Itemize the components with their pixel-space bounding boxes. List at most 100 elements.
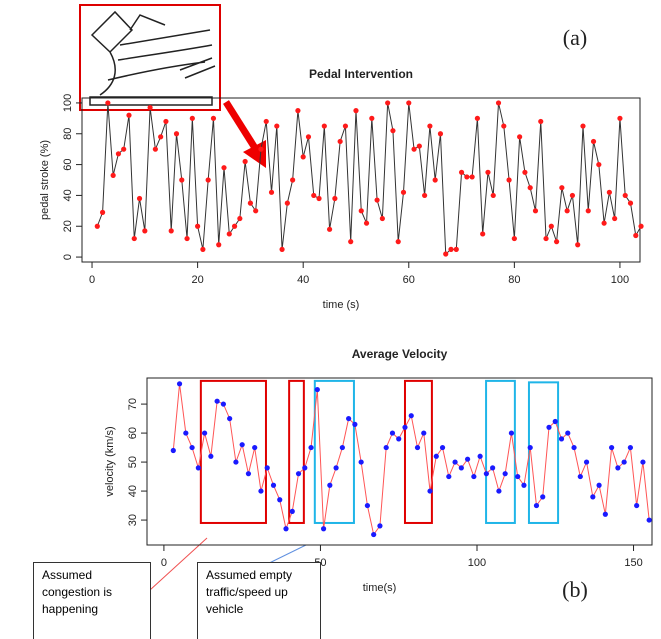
data-point xyxy=(389,430,396,436)
data-point xyxy=(433,453,439,459)
y-tick-label: 40 xyxy=(62,189,74,201)
data-point xyxy=(326,226,333,232)
data-point xyxy=(540,494,546,500)
data-point xyxy=(253,208,259,214)
data-point xyxy=(183,430,189,436)
data-point xyxy=(94,223,100,229)
data-point xyxy=(558,436,565,442)
highlight-region xyxy=(313,379,355,524)
highlight-region xyxy=(527,381,560,524)
y-tick-label: 20 xyxy=(62,220,74,232)
data-point xyxy=(527,185,533,191)
data-point xyxy=(105,100,111,106)
data-point xyxy=(617,115,623,121)
data-point xyxy=(385,100,391,106)
data-point xyxy=(506,177,512,183)
data-point xyxy=(601,220,607,226)
data-point xyxy=(590,494,596,500)
chart-title: Average Velocity xyxy=(352,347,448,361)
data-point xyxy=(210,115,217,121)
data-point xyxy=(437,131,444,137)
chart-title: Pedal Intervention xyxy=(309,67,413,81)
data-point xyxy=(258,146,264,152)
data-point xyxy=(170,447,176,454)
data-point xyxy=(602,511,608,517)
data-point xyxy=(358,459,364,465)
data-point xyxy=(121,146,127,152)
data-point xyxy=(543,235,549,242)
data-point xyxy=(290,177,296,183)
data-point xyxy=(596,482,602,488)
data-point xyxy=(458,465,464,471)
data-point xyxy=(515,473,521,480)
data-point xyxy=(208,453,214,459)
data-point xyxy=(252,444,258,451)
data-point xyxy=(553,239,560,245)
data-point xyxy=(627,200,634,206)
data-point xyxy=(464,456,471,462)
data-point xyxy=(268,189,275,195)
data-point xyxy=(189,444,195,451)
x-axis-label: time (s) xyxy=(323,299,360,311)
y-tick-label: 100 xyxy=(62,94,74,112)
data-point xyxy=(552,418,558,425)
data-point xyxy=(496,488,502,494)
data-point xyxy=(464,174,470,180)
data-point xyxy=(332,195,338,202)
data-point xyxy=(439,444,446,451)
data-point xyxy=(233,459,239,465)
data-point xyxy=(195,223,201,229)
data-point xyxy=(305,134,312,140)
highlight-region xyxy=(485,379,516,524)
data-point xyxy=(559,185,565,191)
data-point xyxy=(363,220,370,226)
data-point xyxy=(533,502,540,509)
data-point xyxy=(621,459,627,465)
x-tick-label: 60 xyxy=(403,274,415,286)
data-point xyxy=(279,246,285,252)
data-point xyxy=(379,215,385,222)
data-point xyxy=(411,146,417,152)
data-point xyxy=(200,246,206,252)
x-axis-label: time(s) xyxy=(363,582,397,594)
data-line xyxy=(96,102,642,256)
data-point xyxy=(179,177,185,183)
data-point xyxy=(634,502,640,509)
data-point xyxy=(474,115,481,121)
data-point xyxy=(295,108,301,114)
data-point xyxy=(612,215,618,222)
data-point xyxy=(300,154,306,160)
data-point xyxy=(110,172,116,178)
data-point xyxy=(231,223,238,229)
data-point xyxy=(502,471,508,477)
data-point xyxy=(147,104,153,111)
data-point xyxy=(477,453,483,459)
data-point xyxy=(521,482,527,488)
x-tick-label: 100 xyxy=(611,274,629,286)
data-point xyxy=(546,424,552,430)
data-point xyxy=(152,146,158,152)
data-point xyxy=(527,444,533,451)
data-point xyxy=(596,161,602,168)
data-point xyxy=(490,465,496,471)
callout-line xyxy=(149,537,208,591)
data-point xyxy=(485,169,491,175)
y-tick-label: 60 xyxy=(127,427,139,439)
data-point xyxy=(495,100,502,106)
data-point xyxy=(565,430,571,436)
data-point xyxy=(564,208,570,214)
data-point xyxy=(126,112,132,118)
data-point xyxy=(308,444,314,451)
data-point xyxy=(585,208,591,214)
data-point xyxy=(295,471,302,477)
data-point xyxy=(327,482,333,488)
x-tick-label: 0 xyxy=(161,557,167,569)
data-point xyxy=(508,430,515,436)
y-tick-label: 80 xyxy=(62,128,74,140)
data-point xyxy=(333,465,339,471)
data-point xyxy=(390,128,396,134)
data-point xyxy=(469,174,475,180)
data-point xyxy=(202,430,208,436)
data-point xyxy=(352,421,358,427)
